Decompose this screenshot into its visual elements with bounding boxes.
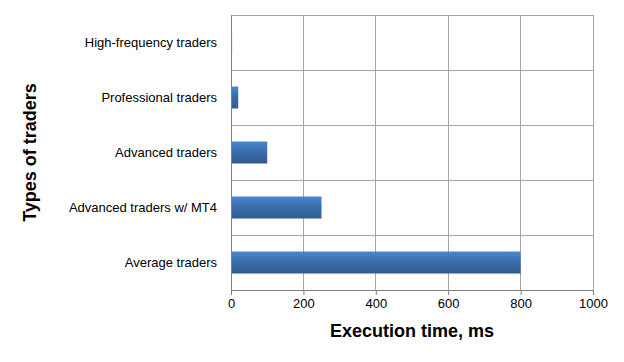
y-tick: High-frequency traders <box>85 35 231 50</box>
x-tick-label: 400 <box>365 296 387 311</box>
x-tick-mark <box>231 290 232 295</box>
x-tick: 600 <box>438 290 460 311</box>
x-tick-mark <box>521 290 522 295</box>
y-tick-label: High-frequency traders <box>85 35 218 50</box>
x-tick-mark <box>448 290 449 295</box>
x-tick: 1000 <box>579 290 608 311</box>
bar <box>231 142 267 164</box>
x-tick-label: 600 <box>438 296 460 311</box>
grid-line <box>448 15 449 290</box>
y-tick-label: Professional traders <box>101 90 217 105</box>
row-line <box>231 235 593 236</box>
y-tick-label: Advanced traders <box>115 145 217 160</box>
plot-area: 0 200 400 600 800 1000 High-frequency traders P… <box>69 15 608 311</box>
y-axis: High-frequency traders Professional trade… <box>69 16 232 291</box>
x-tick-label: 800 <box>510 296 532 311</box>
grid-line <box>231 15 232 290</box>
y-tick: Average traders <box>125 255 231 270</box>
bar <box>231 252 521 274</box>
x-tick-label: 0 <box>228 296 235 311</box>
x-tick-mark <box>376 290 377 295</box>
x-tick-label: 200 <box>293 296 315 311</box>
x-axis-title: Execution time, ms <box>330 321 494 341</box>
chart-svg: 0 200 400 600 800 1000 High-frequency traders P… <box>0 0 624 362</box>
grid-line <box>303 15 304 290</box>
bar <box>231 87 238 109</box>
x-tick-mark <box>593 290 594 295</box>
bars <box>231 32 521 274</box>
x-tick-mark <box>303 290 304 295</box>
row-line <box>231 180 593 181</box>
x-tick: 0 <box>228 290 235 311</box>
grid-line <box>375 15 376 290</box>
x-axis-line <box>232 291 594 296</box>
chart-container: 0 200 400 600 800 1000 High-frequency traders P… <box>0 0 624 362</box>
x-axis: 0 200 400 600 800 1000 <box>228 290 608 311</box>
row-line <box>231 125 593 126</box>
y-tick: Advanced traders <box>115 145 231 160</box>
y-tick-label: Advanced traders w/ MT4 <box>69 200 217 215</box>
grid-line <box>593 15 594 290</box>
y-axis-title: Types of traders <box>20 83 40 222</box>
y-axis-line <box>231 16 232 291</box>
grid-line <box>520 15 521 290</box>
y-tick: Professional traders <box>101 90 231 105</box>
x-tick: 200 <box>293 290 315 311</box>
row-line <box>231 70 593 71</box>
x-tick-label: 1000 <box>579 296 608 311</box>
bar <box>231 197 322 219</box>
grid <box>231 15 593 290</box>
x-tick: 400 <box>365 290 387 311</box>
y-tick-label: Average traders <box>125 255 218 270</box>
y-tick: Advanced traders w/ MT4 <box>69 200 231 215</box>
x-tick: 800 <box>510 290 532 311</box>
row-line <box>231 15 593 16</box>
